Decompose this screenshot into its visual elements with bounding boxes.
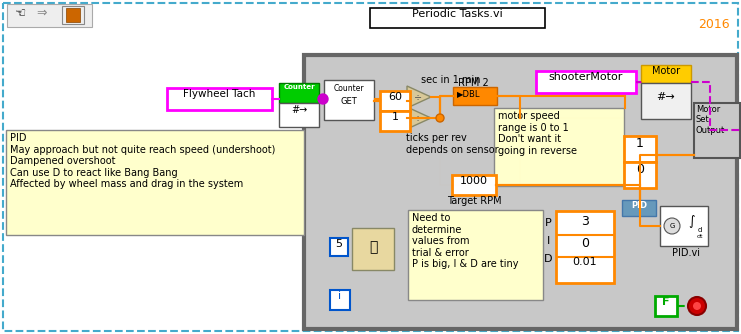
Bar	[660, 206, 708, 246]
Text: PID: PID	[631, 201, 647, 210]
Bar	[536, 71, 636, 93]
Bar	[66, 8, 80, 22]
Text: ticks per rev
depends on sensor: ticks per rev depends on sensor	[406, 133, 499, 155]
Text: D: D	[544, 254, 552, 264]
Text: Need to
determine
values from
trial & error
P is big, I & D are tiny: Need to determine values from trial & er…	[412, 213, 519, 270]
Text: ⏱: ⏱	[369, 240, 377, 254]
Text: ⇒: ⇒	[37, 7, 47, 20]
Bar	[380, 91, 410, 111]
Bar	[167, 88, 272, 110]
Bar	[330, 290, 350, 310]
Bar	[279, 103, 319, 127]
Bar	[641, 83, 691, 119]
Text: Counter: Counter	[283, 84, 315, 90]
Bar	[380, 111, 410, 131]
Text: Motor
Set
Output: Motor Set Output	[696, 105, 725, 135]
Text: GET: GET	[341, 97, 357, 106]
Bar	[6, 130, 304, 235]
Bar	[624, 162, 656, 188]
Circle shape	[688, 297, 706, 315]
Text: I: I	[546, 236, 550, 246]
Text: #→: #→	[657, 92, 675, 102]
Text: ÷: ÷	[414, 113, 422, 123]
Bar	[558, 213, 612, 235]
Bar	[304, 55, 737, 329]
Text: ∫: ∫	[688, 215, 695, 228]
Text: shooterMotor: shooterMotor	[549, 72, 623, 82]
Text: 0: 0	[636, 163, 644, 176]
Text: RPM 2: RPM 2	[458, 78, 489, 88]
Bar	[7, 4, 92, 27]
Bar	[641, 65, 691, 83]
Text: dt: dt	[697, 233, 703, 238]
Text: Motor: Motor	[652, 66, 680, 76]
Bar	[352, 228, 394, 270]
Text: #→: #→	[291, 105, 307, 115]
Circle shape	[436, 114, 444, 122]
Text: 5: 5	[336, 239, 342, 249]
Circle shape	[318, 94, 328, 104]
Text: Periodic Tasks.vi: Periodic Tasks.vi	[411, 9, 502, 19]
Text: sec in 1 min: sec in 1 min	[421, 75, 480, 85]
Bar	[622, 200, 656, 216]
Text: F: F	[662, 297, 670, 307]
Bar	[324, 80, 374, 120]
Bar	[624, 136, 656, 162]
Circle shape	[664, 218, 680, 234]
Text: Flywheel Tach: Flywheel Tach	[183, 89, 255, 99]
Text: ▶DBL: ▶DBL	[457, 89, 480, 98]
Text: 0: 0	[581, 237, 589, 250]
Text: PID
May approach but not quite reach speed (undershoot)
Dampened overshoot
Can u: PID May approach but not quite reach spe…	[10, 133, 276, 189]
Text: Counter: Counter	[333, 84, 365, 93]
Polygon shape	[407, 107, 431, 129]
Bar	[494, 108, 624, 186]
Text: 60: 60	[388, 92, 402, 102]
Text: G: G	[669, 223, 675, 229]
Bar	[279, 83, 319, 103]
Bar	[408, 210, 543, 300]
Bar	[453, 87, 497, 105]
Bar	[330, 238, 348, 256]
Polygon shape	[407, 86, 431, 108]
Text: ☜: ☜	[14, 7, 26, 20]
Bar	[694, 103, 740, 158]
Text: 1: 1	[391, 112, 399, 122]
Bar	[655, 296, 677, 316]
Bar	[452, 175, 496, 195]
Text: 1: 1	[636, 137, 644, 150]
Text: motor speed
range is 0 to 1
Don't want it
going in reverse: motor speed range is 0 to 1 Don't want i…	[498, 111, 577, 156]
Text: 0.01: 0.01	[573, 257, 597, 267]
Text: 2016: 2016	[698, 18, 730, 31]
Text: i: i	[339, 291, 342, 301]
Text: P: P	[545, 218, 551, 228]
Text: PID.vi: PID.vi	[672, 248, 700, 258]
Circle shape	[693, 302, 701, 310]
Bar	[556, 211, 614, 283]
Text: 1000: 1000	[460, 176, 488, 186]
Text: ÷: ÷	[414, 92, 422, 102]
Text: 3: 3	[581, 215, 589, 228]
Bar	[62, 6, 84, 24]
Bar	[370, 8, 545, 28]
Text: Target RPM: Target RPM	[447, 196, 502, 206]
Text: d: d	[698, 227, 702, 233]
